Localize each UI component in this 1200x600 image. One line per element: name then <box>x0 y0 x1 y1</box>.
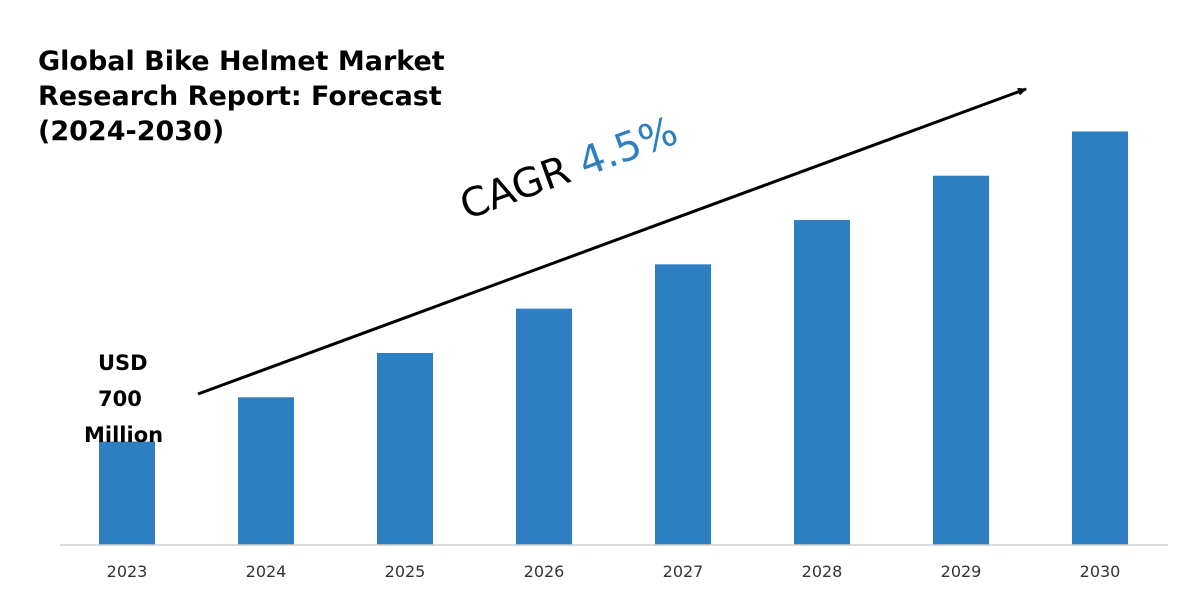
x-tick-label-2029: 2029 <box>941 562 982 581</box>
x-tick-label-2027: 2027 <box>663 562 704 581</box>
x-tick-label-2025: 2025 <box>385 562 426 581</box>
x-tick-label-2024: 2024 <box>246 562 287 581</box>
annotation-currency: USD <box>98 351 148 375</box>
x-axis-ticks: 2023 2024 2025 2026 2027 2028 2029 2030 <box>107 562 1121 581</box>
chart-title: Global Bike Helmet Market Research Repor… <box>38 44 498 149</box>
x-tick-label-2030: 2030 <box>1080 562 1121 581</box>
cagr-trend-arrow <box>197 87 1027 396</box>
bar-2023 <box>99 441 155 545</box>
bar-2024 <box>238 397 294 545</box>
annotation-unit: Million <box>84 423 164 447</box>
bars-layer <box>99 131 1128 545</box>
x-tick-label-2026: 2026 <box>524 562 565 581</box>
bar-2030 <box>1072 131 1128 545</box>
bar-2029 <box>933 175 989 545</box>
chart-title-line-1: Global Bike Helmet Market <box>38 46 445 77</box>
bar-2027 <box>655 264 711 545</box>
chart-title-line-3: (2024-2030) <box>38 116 225 147</box>
bar-2025 <box>377 352 433 545</box>
chart-title-line-2: Research Report: Forecast <box>38 81 442 112</box>
x-tick-label-2023: 2023 <box>107 562 148 581</box>
annotation-amount: 700 <box>98 387 142 411</box>
bar-2026 <box>516 308 572 545</box>
bar-2028 <box>794 220 850 545</box>
start-value-annotation: USD 700 Million <box>84 345 184 453</box>
x-tick-label-2028: 2028 <box>802 562 843 581</box>
